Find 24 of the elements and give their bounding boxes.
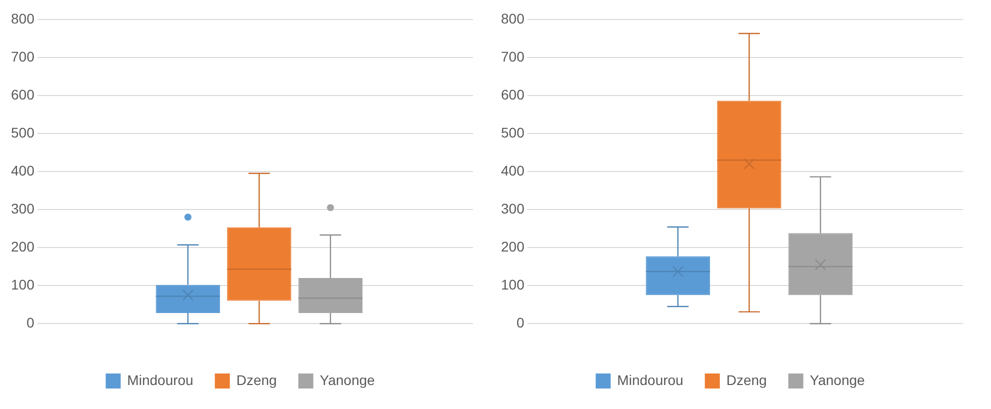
y-tick-label: 800 bbox=[11, 10, 35, 26]
y-tick-label: 200 bbox=[501, 238, 525, 254]
y-tick-label: 700 bbox=[11, 48, 35, 64]
y-tick-label: 300 bbox=[501, 200, 525, 216]
legend-label: Dzeng bbox=[726, 372, 767, 388]
legend-label: Yanonge bbox=[320, 372, 376, 388]
y-tick-label: 600 bbox=[11, 86, 35, 102]
y-tick-label: 300 bbox=[11, 200, 35, 216]
y-tick-label: 500 bbox=[501, 124, 525, 140]
y-tick-label: 200 bbox=[11, 238, 35, 254]
y-tick-label: 400 bbox=[11, 162, 35, 178]
legend-label: Mindourou bbox=[617, 372, 684, 388]
y-tick-label: 500 bbox=[11, 124, 35, 140]
legend-label: Dzeng bbox=[236, 372, 277, 388]
y-tick-label: 0 bbox=[26, 314, 35, 330]
y-tick-label: 600 bbox=[501, 86, 525, 102]
y-tick-label: 700 bbox=[501, 48, 525, 64]
legend-label: Mindourou bbox=[127, 372, 194, 388]
y-tick-label: 400 bbox=[501, 162, 525, 178]
legend-label: Yanonge bbox=[810, 372, 866, 388]
y-tick-label: 0 bbox=[516, 314, 525, 330]
y-tick-label: 100 bbox=[11, 276, 35, 292]
y-tick-label: 100 bbox=[501, 276, 525, 292]
y-tick-label: 800 bbox=[501, 10, 525, 26]
